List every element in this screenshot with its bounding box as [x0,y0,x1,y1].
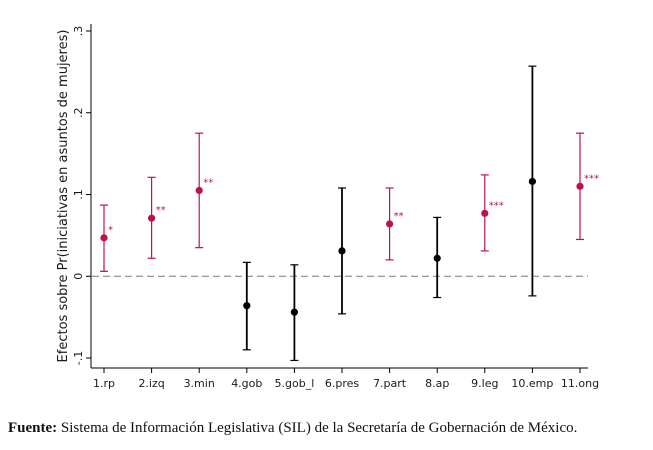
x-tick-label: 6.pres [325,377,360,390]
x-tick-label: 5.gob_l [275,377,315,390]
x-tick-label: 8.ap [425,377,449,390]
estimate-group: ** [195,132,213,249]
significance-stars: ** [156,205,166,216]
estimate-group: ** [385,187,404,261]
estimate-group [242,261,251,351]
y-tick-label: .3 [72,26,85,37]
x-tick-label: 10.emp [511,377,553,390]
estimate-point [148,214,156,222]
estimate-group [433,216,442,299]
y-axis: -.1 0 .1 .2 .3 [72,26,91,365]
y-tick-label: -.1 [72,351,85,365]
coefficient-plot: -.1 0 .1 .2 .3 1.rp 2.izq 3.min 4.gob 5.gob_l 6.p… [56,24,599,390]
estimate-point [100,234,108,242]
x-tick-label: 3.min [184,377,215,390]
estimate-group [528,65,537,297]
estimate-point [195,186,203,195]
x-axis: 1.rp 2.izq 3.min 4.gob 5.gob_l 6.pres 7.part 8.… [93,368,599,390]
significance-stars: ** [203,177,213,188]
estimate-group [290,264,299,362]
x-tick-label: 2.izq [138,377,164,390]
x-tick-label: 1.rp [93,377,115,390]
estimate-point [481,209,489,217]
x-tick-label: 11.ong [561,377,599,390]
plot-frame [90,24,588,369]
source-label: Fuente: [8,420,58,436]
estimate-group: ** [147,176,166,259]
estimate-group: *** [576,132,599,241]
chart-marks: ************* [100,65,599,362]
estimate-point [528,177,537,186]
significance-stars: * [108,225,113,236]
y-tick-label: .2 [72,108,85,119]
source-text: Sistema de Información Legislativa (SIL)… [60,420,578,436]
significance-stars: *** [489,200,504,211]
estimate-point [576,182,584,190]
estimate-group: *** [480,174,504,252]
x-tick-label: 9.leg [471,377,498,390]
source-note: Fuente: Sistema de Información Legislati… [8,420,648,437]
x-tick-label: 4.gob [231,377,262,390]
y-tick-label: 0 [72,273,85,280]
significance-stars: ** [394,211,404,222]
estimate-point [290,308,298,316]
estimate-point [433,254,441,262]
estimate-point [386,220,394,228]
estimate-group: * [100,204,113,272]
x-tick-label: 7.part [373,377,407,390]
significance-stars: *** [584,173,599,184]
y-tick-label: .1 [72,189,85,200]
estimate-point [338,247,346,255]
estimate-point [243,302,251,310]
y-axis-title: Efectos sobre Pr(iniciativas en asuntos … [56,30,71,363]
estimate-group [338,187,346,315]
